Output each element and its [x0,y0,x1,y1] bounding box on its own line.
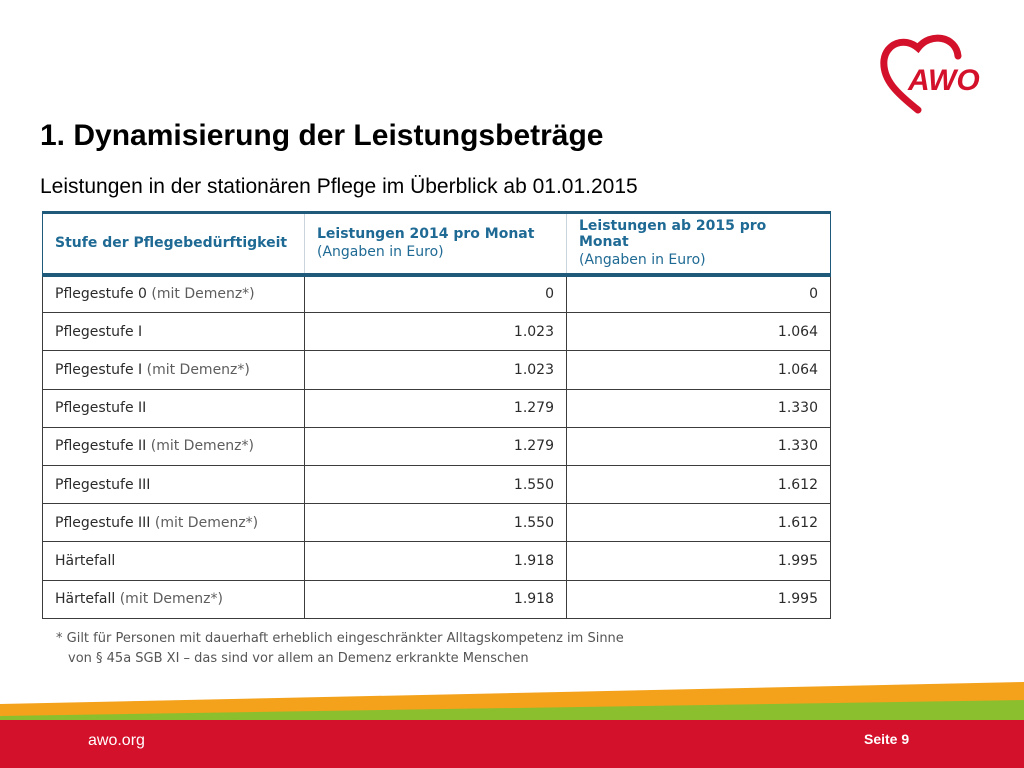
level-cell: Pflegestufe I [42,312,305,352]
value-2014: 1.023 [304,312,567,352]
value-2014: 1.279 [304,426,567,466]
header-level: Stufe der Pflegebedürftigkeit [42,211,305,277]
header-2014: Leistungen 2014 pro Monat (Angaben in Eu… [304,211,567,277]
table-row: Härtefall (mit Demenz*) 1.918 1.995 [42,579,831,619]
level-cell: Pflegestufe I (mit Demenz*) [42,350,305,390]
header-2014-unit: (Angaben in Euro) [317,244,444,261]
level-cell: Pflegestufe 0 (mit Demenz*) [42,273,305,314]
level-name: Pflegestufe III [55,476,151,493]
level-note: (mit Demenz*) [146,361,250,378]
level-cell: Pflegestufe II (mit Demenz*) [42,426,305,466]
level-cell: Pflegestufe III (mit Demenz*) [42,503,305,543]
footer-url-link[interactable]: awo.org [88,732,145,749]
level-name: Pflegestufe III [55,514,151,531]
table-row: Pflegestufe I (mit Demenz*) 1.023 1.064 [42,350,831,390]
slide-subtitle: Leistungen in der stationären Pflege im … [40,175,638,198]
level-name: Pflegestufe II [55,400,147,417]
value-2015: 0 [566,273,831,314]
table-row: Pflegestufe 0 (mit Demenz*) 0 0 [42,273,831,314]
level-note: (mit Demenz*) [154,514,259,531]
level-note: (mit Demenz*) [151,286,255,303]
header-2015: Leistungen ab 2015 pro Monat (Angaben in… [566,211,831,277]
table-row: Pflegestufe II 1.279 1.330 [42,388,831,428]
table-row: Härtefall 1.918 1.995 [42,541,831,581]
value-2014: 0 [304,273,567,314]
level-cell: Härtefall (mit Demenz*) [42,579,305,619]
value-2015: 1.995 [566,579,831,619]
table-row: Pflegestufe III 1.550 1.612 [42,464,831,505]
value-2015: 1.064 [566,350,831,390]
value-2014: 1.918 [304,579,567,619]
value-2015: 1.995 [566,541,831,581]
footer-bar-red [0,720,1024,768]
header-2015-unit: (Angaben in Euro) [579,252,706,269]
level-name: Pflegestufe I [55,323,143,340]
header-2015-label: Leistungen ab 2015 pro Monat [579,218,767,251]
footer-stripe-green [0,700,1024,726]
level-cell: Pflegestufe II [42,388,305,428]
level-name: Härtefall [55,552,116,569]
value-2015: 1.064 [566,312,831,352]
footnote: * Gilt für Personen mit dauerhaft erhebl… [56,629,624,669]
header-level-label: Stufe der Pflegebedürftigkeit [55,235,288,252]
value-2014: 1.550 [304,464,567,505]
level-name: Pflegestufe II [55,438,147,455]
level-name: Pflegestufe I [55,361,143,378]
value-2014: 1.918 [304,541,567,581]
level-name: Pflegestufe 0 [55,286,147,303]
level-note: (mit Demenz*) [150,438,254,455]
value-2015: 1.330 [566,426,831,466]
page-number: Seite 9 [864,731,910,747]
value-2014: 1.550 [304,503,567,543]
header-2014-label: Leistungen 2014 pro Monat [317,226,535,243]
level-cell: Härtefall [42,541,305,581]
footnote-line-1: * Gilt für Personen mit dauerhaft erhebl… [56,631,624,646]
level-name: Härtefall [55,591,116,608]
heart-icon [880,34,962,114]
footnote-line-2: von § 45a SGB XI – das sind vor allem an… [68,651,529,666]
table-row: Pflegestufe III (mit Demenz*) 1.550 1.61… [42,503,831,543]
footer-stripes [0,682,1024,768]
table-header-row: Stufe der Pflegebedürftigkeit Leistungen… [42,211,831,277]
level-note: (mit Demenz*) [119,591,223,608]
value-2014: 1.023 [304,350,567,390]
value-2015: 1.612 [566,503,831,543]
logo-text: AWO [907,64,980,97]
value-2014: 1.279 [304,388,567,428]
value-2015: 1.330 [566,388,831,428]
level-cell: Pflegestufe III [42,464,305,505]
value-2015: 1.612 [566,464,831,505]
awo-logo: AWO [880,34,980,114]
slide-title: 1. Dynamisierung der Leistungsbeträge [40,119,604,152]
table-row: Pflegestufe I 1.023 1.064 [42,312,831,352]
table-row: Pflegestufe II (mit Demenz*) 1.279 1.330 [42,426,831,466]
benefits-table: Stufe der Pflegebedürftigkeit Leistungen… [42,211,831,619]
